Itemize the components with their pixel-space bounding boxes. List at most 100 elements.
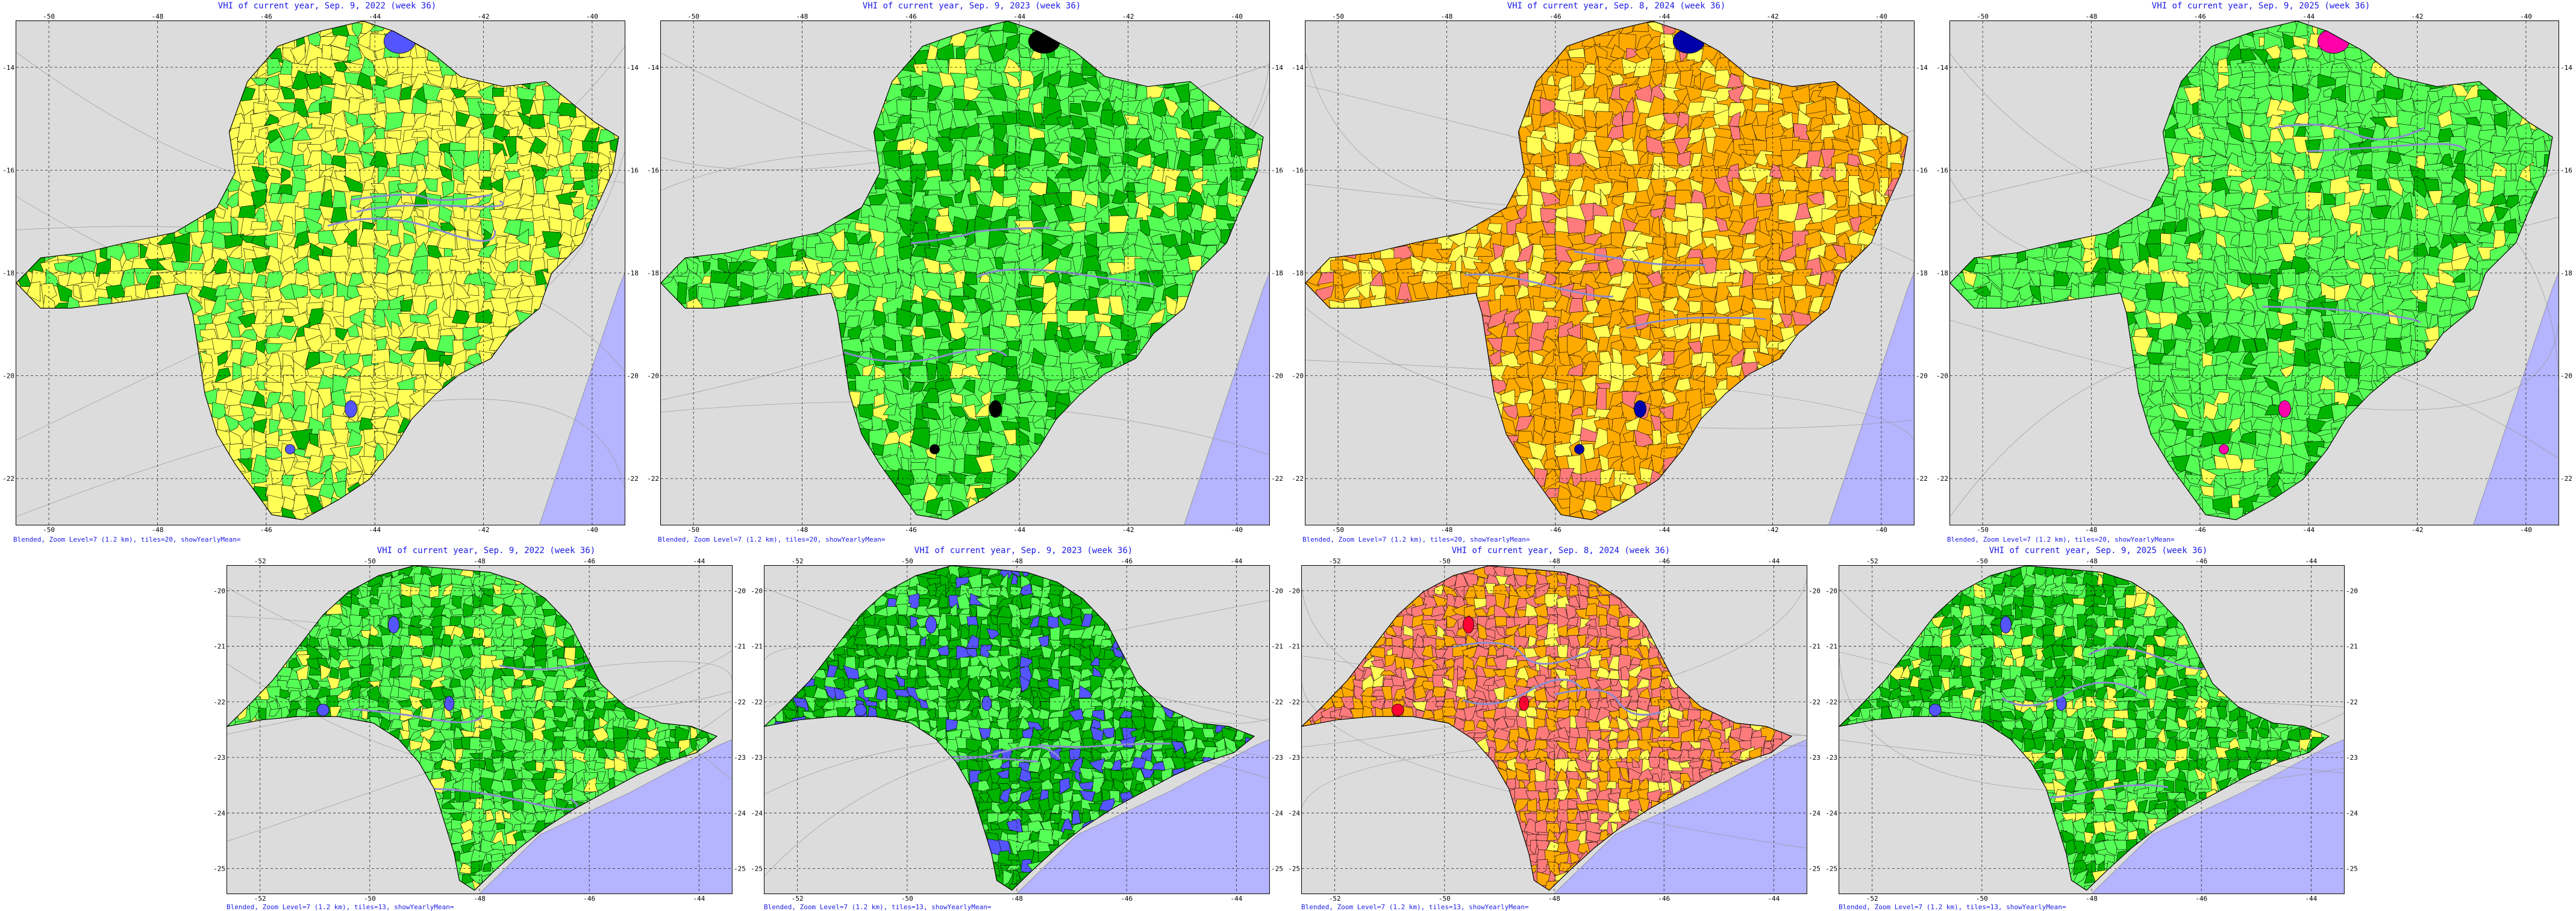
municipality [921, 405, 942, 421]
municipality [428, 136, 443, 155]
municipality [959, 700, 973, 712]
municipality [269, 285, 283, 304]
y-tick-label: -18 [1936, 269, 1948, 277]
municipality [400, 271, 415, 290]
municipality [1500, 295, 1519, 312]
y-tick-label: -20 [1916, 372, 1928, 380]
municipality [371, 326, 390, 339]
municipality [1007, 99, 1017, 113]
municipality [2211, 391, 2230, 410]
municipality [425, 299, 437, 318]
municipality [263, 89, 280, 104]
municipality [905, 634, 921, 646]
municipality [1738, 216, 1759, 236]
municipality [1028, 603, 1040, 617]
municipality [2148, 203, 2166, 221]
municipality [2493, 206, 2509, 222]
municipality [1016, 109, 1035, 127]
municipality [1634, 271, 1649, 285]
municipality [1166, 313, 1182, 327]
municipality [363, 428, 378, 444]
municipality [989, 324, 1005, 339]
municipality [2239, 283, 2254, 300]
municipality [401, 76, 413, 86]
x-tick-label: -44 [1013, 13, 1025, 20]
municipality [885, 624, 895, 638]
municipality [237, 282, 255, 301]
municipality [224, 414, 240, 432]
municipality [346, 43, 363, 65]
municipality [467, 283, 480, 296]
municipality [2251, 140, 2269, 156]
river [1625, 316, 1766, 330]
municipality [898, 268, 912, 289]
municipality [238, 205, 256, 219]
municipality [2345, 268, 2361, 287]
municipality [2369, 259, 2386, 269]
municipality [763, 282, 778, 299]
municipality [1633, 390, 1652, 404]
y-tick-label: -22 [1936, 475, 1948, 483]
municipality [500, 739, 518, 752]
municipality [2200, 486, 2216, 498]
municipality [1557, 122, 1575, 145]
x-tick-label: -48 [474, 557, 486, 565]
municipality [340, 624, 352, 636]
municipality [945, 615, 961, 631]
river [1465, 274, 1614, 298]
municipality [817, 218, 836, 233]
municipality [319, 350, 334, 364]
municipality [171, 242, 190, 263]
municipality [1067, 310, 1089, 324]
municipality [304, 512, 325, 520]
municipality [884, 215, 901, 236]
municipality [469, 737, 483, 753]
municipality [861, 242, 877, 260]
municipality [1181, 108, 1194, 130]
municipality [2251, 49, 2271, 65]
municipality [133, 300, 150, 313]
y-tick-label: -22 [1292, 475, 1304, 483]
municipality [1566, 389, 1584, 407]
municipality [504, 175, 524, 191]
municipality [1080, 378, 1102, 395]
municipality [1592, 324, 1611, 342]
municipality [335, 327, 349, 341]
municipality [768, 299, 784, 316]
municipality [320, 137, 339, 152]
municipality [885, 418, 899, 433]
municipality [336, 137, 346, 154]
municipality [2330, 84, 2346, 103]
municipality [2171, 402, 2189, 419]
municipality [1567, 363, 1583, 377]
municipality [2428, 96, 2445, 114]
municipality [962, 404, 977, 421]
municipality [1580, 262, 1599, 272]
municipality [1205, 193, 1216, 207]
municipality [1718, 322, 1731, 343]
municipality [2469, 222, 2480, 234]
municipality [989, 272, 1003, 283]
municipality [863, 686, 878, 698]
municipality [2240, 299, 2256, 312]
municipality [1060, 695, 1073, 712]
municipality [237, 139, 258, 154]
municipality [874, 393, 885, 408]
municipality [855, 427, 871, 450]
municipality [999, 624, 1013, 638]
municipality [596, 152, 610, 168]
municipality [2163, 389, 2180, 407]
municipality [573, 675, 587, 687]
municipality [2410, 289, 2429, 303]
y-tick-label: -16 [647, 166, 659, 174]
municipality [441, 180, 455, 198]
municipality [2463, 75, 2482, 87]
municipality [489, 178, 504, 193]
municipality [2252, 21, 2269, 35]
municipality [978, 271, 990, 283]
municipality [1057, 151, 1069, 165]
municipality [278, 233, 295, 247]
municipality [305, 470, 326, 487]
x-tick-label: -42 [1767, 526, 1779, 534]
municipality [390, 718, 405, 730]
